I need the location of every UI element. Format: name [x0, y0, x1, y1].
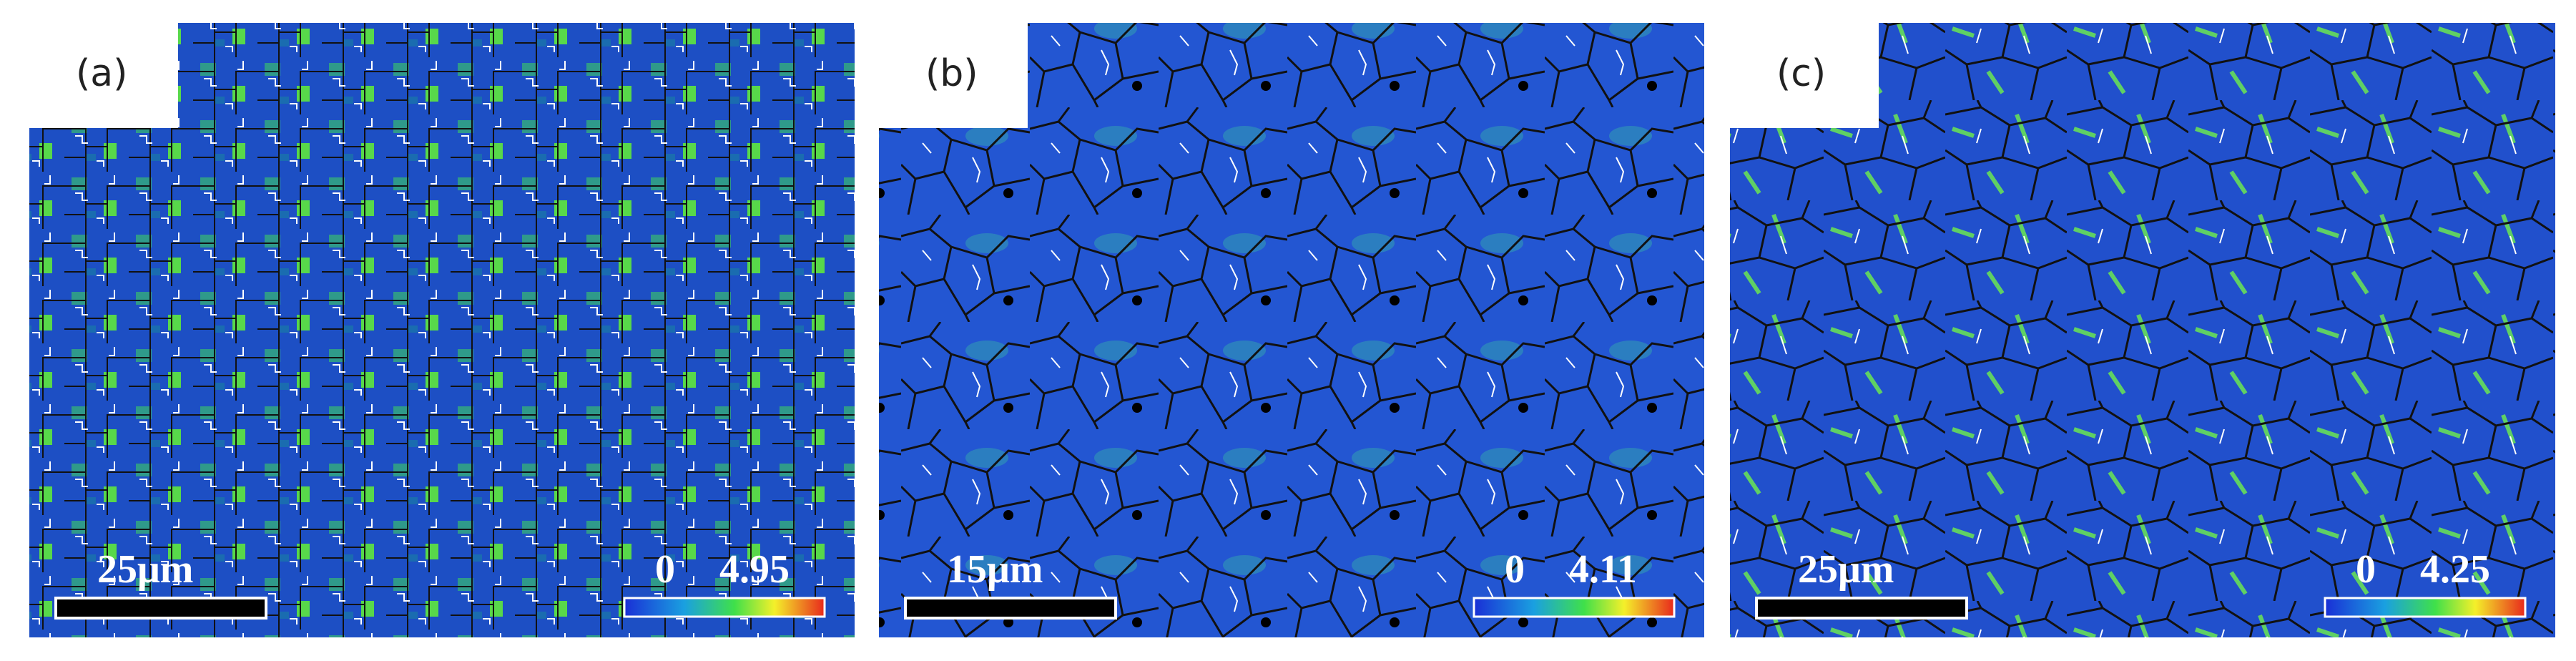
colorbar	[2324, 597, 2527, 618]
colorbar-max: 4.95	[719, 547, 790, 592]
scale-bar	[54, 597, 267, 620]
panel-label: (a)	[76, 52, 127, 95]
label-box	[28, 21, 178, 128]
colorbar-min: 0	[655, 547, 675, 592]
colorbar-max: 4.11	[1569, 547, 1637, 592]
label-box	[1729, 21, 1879, 128]
colorbar-min: 0	[2356, 547, 2376, 592]
panel-label: (b)	[925, 52, 978, 95]
scale-bar	[904, 597, 1117, 620]
label-box	[877, 21, 1028, 128]
colorbar-min: 0	[1505, 547, 1525, 592]
scale-bar	[1755, 597, 1968, 620]
colorbar-max: 4.25	[2420, 547, 2490, 592]
panel-label: (c)	[1776, 52, 1826, 95]
colorbar	[623, 597, 826, 618]
scale-bar-label: 15μm	[947, 547, 1043, 592]
colorbar	[1473, 597, 1676, 618]
scale-bar-label: 25μm	[1798, 547, 1894, 592]
scale-bar-label: 25μm	[97, 547, 193, 592]
